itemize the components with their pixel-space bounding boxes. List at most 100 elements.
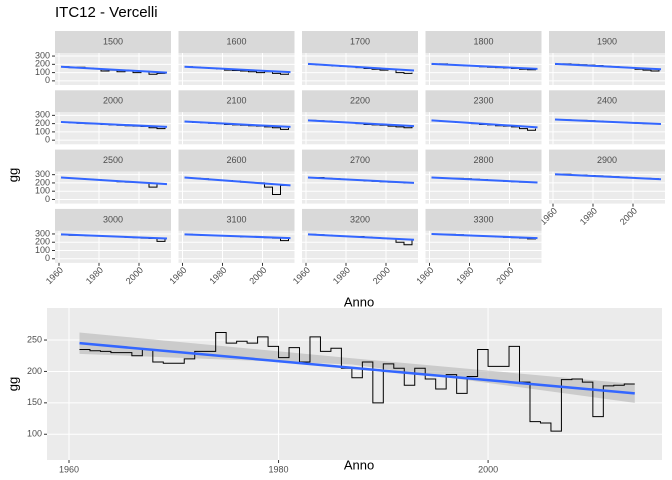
strip	[549, 90, 665, 113]
panel-background	[178, 112, 295, 145]
y-tick-label: 100	[27, 429, 42, 439]
strip-label: 1600	[226, 36, 246, 46]
trend-line	[554, 62, 662, 71]
strip-label: 1500	[103, 36, 123, 46]
strip	[178, 90, 295, 113]
strip-label: 1700	[350, 36, 370, 46]
panel-background	[55, 171, 171, 204]
x-tick-label: 1980	[269, 464, 289, 474]
trend-line	[431, 62, 538, 70]
trend-line	[184, 176, 291, 187]
strip	[425, 149, 542, 172]
trend-line	[431, 176, 538, 184]
strip	[549, 31, 665, 53]
y-axis-title: gg	[5, 377, 20, 391]
strip-label: 2300	[473, 96, 493, 106]
strip	[425, 90, 542, 113]
y-tick-label: 200	[35, 59, 50, 69]
y-tick-label: 300	[35, 110, 50, 120]
strip	[425, 31, 542, 53]
confidence-band	[79, 332, 635, 403]
strip	[302, 208, 418, 231]
strip-label: 2800	[473, 155, 493, 165]
strip-label: 1900	[597, 36, 617, 46]
strip-label: 3300	[473, 214, 493, 224]
trend-line	[431, 232, 538, 240]
y-tick-label: 300	[35, 169, 50, 179]
trend-line	[184, 120, 291, 128]
strip	[178, 31, 295, 53]
strip-label: 3100	[226, 214, 246, 224]
x-tick-label: 1980	[84, 265, 105, 286]
y-tick-label: 150	[27, 397, 42, 407]
y-tick-label: 300	[35, 50, 50, 60]
x-axis-title: Anno	[344, 294, 374, 309]
strip	[55, 208, 171, 231]
y-tick-label: 300	[35, 228, 50, 238]
x-tick-label: 2000	[124, 265, 145, 286]
strip	[55, 149, 171, 172]
trend-line	[60, 233, 168, 240]
strip-label: 2700	[350, 155, 370, 165]
strip	[178, 208, 295, 231]
strip	[178, 149, 295, 172]
strip	[55, 90, 171, 113]
trend-line	[307, 176, 415, 184]
panel-background	[302, 171, 418, 204]
trend-line	[184, 65, 291, 74]
x-tick-label: 1960	[59, 464, 79, 474]
x-tick-label: 1980	[207, 265, 228, 286]
y-tick-label: 0	[45, 135, 50, 145]
strip	[55, 31, 171, 53]
panel-background	[425, 171, 542, 204]
x-tick-label: 2000	[478, 464, 498, 474]
strip	[302, 90, 418, 113]
strip-label: 2200	[350, 96, 370, 106]
x-axis-title: Anno	[344, 457, 374, 472]
y-tick-label: 100	[35, 126, 50, 136]
trend-line	[307, 233, 415, 241]
x-tick-label: 2000	[371, 265, 392, 286]
panel-background	[178, 171, 295, 204]
trend-line	[60, 120, 168, 128]
x-tick-label: 1960	[44, 265, 65, 286]
y-tick-label: 200	[35, 118, 50, 128]
chart-title: ITC12 - Vercelli	[55, 4, 158, 21]
x-tick-label: 1960	[414, 265, 435, 286]
y-tick-label: 100	[35, 67, 50, 77]
x-tick-label: 1980	[578, 206, 599, 227]
strip	[549, 149, 665, 172]
y-tick-label: 200	[27, 366, 42, 376]
y-axis-title: gg	[5, 168, 20, 182]
trend-line	[307, 62, 415, 72]
trend-line	[60, 65, 168, 74]
x-tick-label: 2000	[494, 265, 515, 286]
panel-background	[549, 112, 665, 145]
y-tick-label: 0	[45, 194, 50, 204]
strip-label: 2100	[226, 96, 246, 106]
strip-label: 2600	[226, 155, 246, 165]
strip	[425, 208, 542, 231]
panel-background	[302, 112, 418, 145]
y-tick-label: 0	[45, 253, 50, 263]
y-tick-label: 100	[35, 245, 50, 255]
y-tick-label: 200	[35, 177, 50, 187]
strip-label: 3000	[103, 214, 123, 224]
trend-line	[307, 119, 415, 128]
strip-label: 2400	[597, 96, 617, 106]
x-tick-label: 2000	[618, 206, 639, 227]
strip-label: 1800	[473, 36, 493, 46]
trend-line	[554, 173, 662, 181]
y-tick-label: 250	[27, 334, 42, 344]
trend-line	[184, 233, 291, 240]
trend-line	[554, 118, 662, 126]
y-tick-label: 200	[35, 237, 50, 247]
y-tick-label: 0	[45, 75, 50, 85]
x-tick-label: 1980	[454, 265, 475, 286]
strip-label: 2900	[597, 155, 617, 165]
x-tick-label: 2000	[247, 265, 268, 286]
panel-background	[55, 112, 171, 145]
strip	[302, 31, 418, 53]
strip-label: 2000	[103, 96, 123, 106]
